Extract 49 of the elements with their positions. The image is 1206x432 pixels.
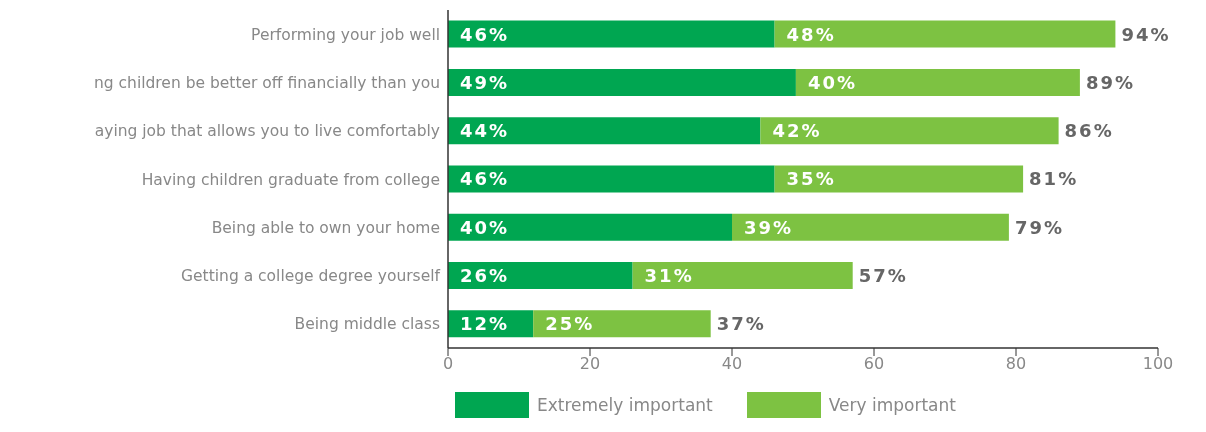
data-label: 26% xyxy=(460,265,510,287)
bar xyxy=(795,68,1080,96)
data-label: 31% xyxy=(644,265,694,287)
total-label: 57% xyxy=(858,265,908,287)
total-label: 37% xyxy=(716,313,766,335)
y-tick-label: Having children graduate from college xyxy=(141,170,440,189)
bar xyxy=(448,117,761,145)
data-label: 12% xyxy=(460,313,510,335)
x-tick-label: 60 xyxy=(863,354,885,374)
total-label: 81% xyxy=(1029,168,1079,190)
bar xyxy=(448,20,775,48)
data-label: 39% xyxy=(744,216,794,238)
total-label: 79% xyxy=(1014,216,1064,238)
x-tick-label: 0 xyxy=(442,354,454,374)
y-tick-label: ng children be better off financially than you xyxy=(93,73,440,92)
data-label: 46% xyxy=(460,168,510,190)
data-label: 44% xyxy=(460,120,510,142)
total-label: 86% xyxy=(1064,120,1114,142)
total-label: 89% xyxy=(1085,71,1135,93)
bar xyxy=(448,68,796,96)
x-tick-label: 40 xyxy=(721,354,743,374)
data-label: 49% xyxy=(460,71,510,93)
data-label: 42% xyxy=(772,120,822,142)
bar xyxy=(632,262,853,290)
x-tick-label: 80 xyxy=(1005,354,1027,374)
y-tick-label: Being middle class xyxy=(294,315,440,334)
bar xyxy=(448,213,732,241)
y-tick-label: Performing your job well xyxy=(251,25,440,44)
legend-label: Very important xyxy=(828,395,956,415)
data-label: 48% xyxy=(786,23,836,45)
y-tick-label: Being able to own your home xyxy=(211,218,440,237)
data-label: 25% xyxy=(545,313,595,335)
y-tick-label: Getting a college degree yourself xyxy=(181,267,441,286)
bar xyxy=(774,20,1116,48)
data-label: 35% xyxy=(786,168,836,190)
data-label: 40% xyxy=(460,216,510,238)
bar xyxy=(760,117,1059,145)
total-label: 94% xyxy=(1121,23,1171,45)
bar xyxy=(774,165,1024,193)
data-label: 46% xyxy=(460,23,510,45)
bar xyxy=(732,213,1009,241)
x-tick-label: 20 xyxy=(579,354,601,374)
bar xyxy=(448,165,775,193)
bar xyxy=(533,310,711,338)
bar xyxy=(448,262,633,290)
legend-label: Extremely important xyxy=(537,395,713,415)
data-label: 40% xyxy=(807,71,857,93)
y-tick-label: aying job that allows you to live comfortably xyxy=(94,122,440,141)
x-tick-label: 100 xyxy=(1142,354,1174,374)
